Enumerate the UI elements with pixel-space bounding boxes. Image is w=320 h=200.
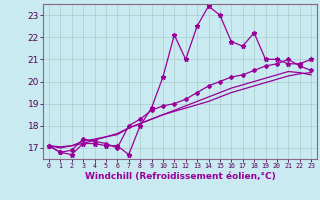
X-axis label: Windchill (Refroidissement éolien,°C): Windchill (Refroidissement éolien,°C) — [84, 172, 276, 181]
